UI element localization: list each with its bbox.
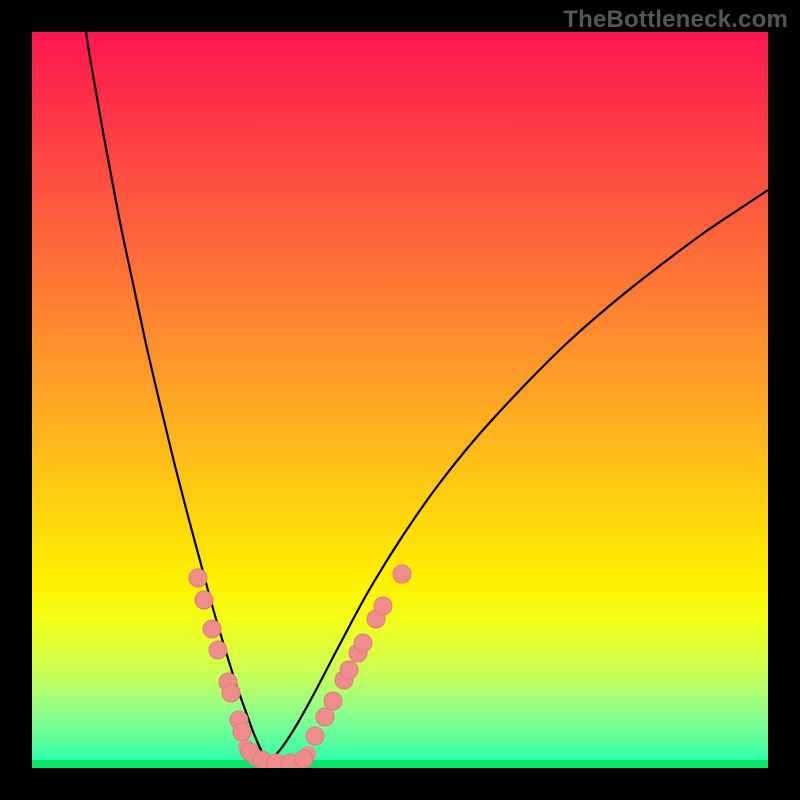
marker-dot [340,661,358,679]
marker-dot [316,708,334,726]
watermark-text: TheBottleneck.com [563,6,788,34]
marker-dot [374,597,392,615]
marker-dot [233,723,251,741]
marker-dot [295,750,313,768]
plot-area [32,32,768,768]
marker-group [189,565,411,768]
marker-dot [209,641,227,659]
curve-layer [32,32,768,768]
curve-left [86,32,268,762]
marker-dot [324,692,342,710]
marker-dot [222,684,240,702]
marker-dot [306,727,324,745]
chart-root: TheBottleneck.com [0,0,800,800]
marker-dot [195,591,213,609]
marker-dot [354,634,372,652]
marker-dot [189,569,207,587]
marker-dot [203,620,221,638]
marker-dot [393,565,411,583]
